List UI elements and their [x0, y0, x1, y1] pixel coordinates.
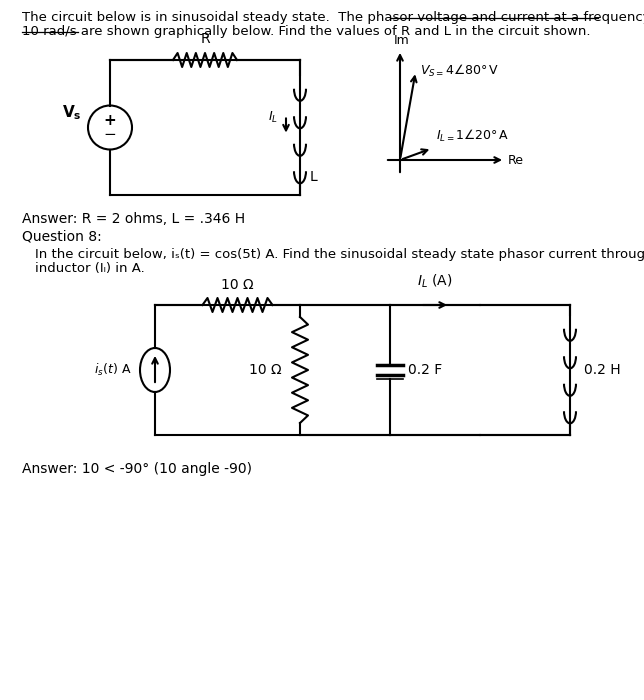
Text: $I_{L=}1\angle 20°\,\mathrm{A}$: $I_{L=}1\angle 20°\,\mathrm{A}$: [436, 128, 509, 144]
Text: L: L: [310, 170, 317, 184]
Text: Answer: 10 < -90° (10 angle -90): Answer: 10 < -90° (10 angle -90): [22, 462, 252, 476]
Text: 10 rad/s are shown graphically below. Find the values of R and L in the circuit : 10 rad/s are shown graphically below. Fi…: [22, 25, 591, 38]
Text: The circuit below is in sinusoidal steady state.  The phasor voltage and current: The circuit below is in sinusoidal stead…: [22, 11, 644, 24]
Text: −: −: [104, 127, 117, 142]
Text: 10 Ω: 10 Ω: [221, 278, 254, 292]
Text: $i_s(t)$ A: $i_s(t)$ A: [94, 362, 132, 378]
Text: 0.2 F: 0.2 F: [408, 363, 442, 377]
Text: $V_{S=}4\angle 80°\,\mathrm{V}$: $V_{S=}4\angle 80°\,\mathrm{V}$: [420, 63, 498, 79]
Text: 0.2 H: 0.2 H: [584, 363, 621, 377]
Text: 10 Ω: 10 Ω: [249, 363, 282, 377]
Text: Im: Im: [394, 34, 410, 47]
Text: Re: Re: [508, 153, 524, 167]
Text: $I_L$ (A): $I_L$ (A): [417, 272, 453, 290]
Text: inductor (Iₗ) in A.: inductor (Iₗ) in A.: [35, 262, 145, 275]
Text: $I_L$: $I_L$: [268, 110, 278, 125]
Text: R: R: [200, 32, 210, 46]
Text: $\mathbf{V_s}$: $\mathbf{V_s}$: [62, 103, 82, 122]
Text: In the circuit below, iₛ(t) = cos(5t) A. Find the sinusoidal steady state phasor: In the circuit below, iₛ(t) = cos(5t) A.…: [35, 248, 644, 261]
Text: Answer: R = 2 ohms, L = .346 H: Answer: R = 2 ohms, L = .346 H: [22, 212, 245, 226]
Text: +: +: [104, 113, 117, 128]
Text: Question 8:: Question 8:: [22, 230, 102, 244]
